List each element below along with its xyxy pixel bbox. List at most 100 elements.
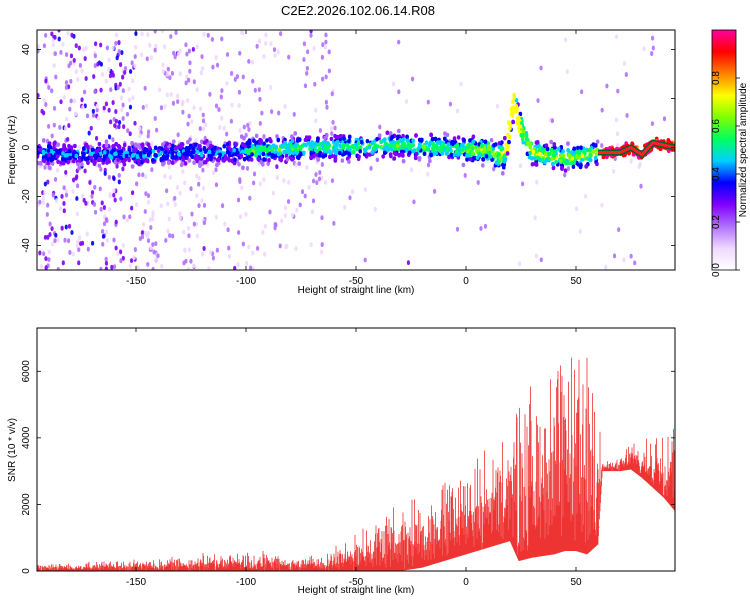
spectrogram-noise-cell bbox=[269, 85, 273, 90]
spectrogram-ridge-cell bbox=[38, 147, 42, 152]
spectrogram-noise-cell bbox=[309, 32, 313, 38]
spectrogram-noise-cell bbox=[233, 265, 237, 270]
spectrogram-noise-cell bbox=[614, 34, 619, 40]
spectrogram-noise-cell bbox=[192, 221, 196, 227]
snr-x-tick-label: 50 bbox=[570, 577, 582, 588]
spectrogram-noise-cell bbox=[197, 181, 201, 187]
spectrogram-noise-cell bbox=[161, 68, 165, 74]
spectrogram-noise-cell bbox=[622, 61, 626, 66]
spectrogram-noise-cell bbox=[141, 105, 145, 110]
spectrogram-ridge-cell bbox=[577, 155, 582, 160]
spectrogram-noise-cell bbox=[56, 266, 60, 270]
spectrogram-ridge-cell bbox=[42, 158, 47, 163]
spectrogram-noise-cell bbox=[64, 189, 69, 195]
spectrogram-ridge-cell bbox=[543, 151, 548, 157]
spectrogram-noise-cell bbox=[565, 69, 569, 75]
spectrogram-noise-cell bbox=[143, 209, 147, 214]
spectrogram-ridge-cell bbox=[580, 153, 585, 159]
spectrogram-ridge-cell bbox=[459, 143, 464, 149]
spectrogram-noise-cell bbox=[58, 124, 62, 130]
spectrogram-ridge-cell bbox=[382, 146, 386, 151]
spectrogram-ridge-cell bbox=[290, 156, 294, 161]
spectrogram-ridge-cell bbox=[565, 160, 570, 166]
spectrogram-noise-cell bbox=[650, 35, 655, 41]
spectrogram-ridge-cell bbox=[358, 145, 363, 150]
spectrogram-noise-cell bbox=[550, 118, 554, 124]
spectrogram-noise-cell bbox=[155, 127, 159, 133]
spectrogram-ridge-cell bbox=[442, 146, 447, 152]
spectrogram-ridge-cell bbox=[83, 156, 88, 162]
spectrogram-ridge-cell bbox=[359, 140, 364, 145]
spectrogram-noise-cell bbox=[662, 116, 667, 122]
spectrogram-noise-cell bbox=[200, 66, 205, 72]
spectrogram-noise-cell bbox=[115, 55, 119, 61]
spectrogram-noise-cell bbox=[183, 247, 187, 253]
spectrogram-noise-cell bbox=[253, 87, 257, 93]
spectrogram-noise-cell bbox=[369, 165, 373, 171]
spectrogram-noise-cell bbox=[114, 245, 118, 251]
spectrogram-ridge-cell bbox=[164, 145, 169, 150]
spectrogram-ridge-cell bbox=[140, 143, 145, 149]
spectrogram-noise-cell bbox=[62, 208, 66, 214]
spectrogram-noise-cell bbox=[261, 229, 265, 235]
spectrogram-noise-cell bbox=[123, 70, 127, 75]
spectrogram-noise-cell bbox=[82, 89, 87, 95]
spectrogram-ridge-cell bbox=[595, 147, 599, 153]
spectrogram-noise-cell bbox=[93, 53, 97, 59]
spectrogram-noise-cell bbox=[123, 66, 128, 71]
spectrogram-noise-cell bbox=[79, 241, 83, 247]
spectrogram-ridge-cell bbox=[455, 142, 460, 148]
spectrogram-ridge-cell bbox=[191, 145, 195, 151]
spectrogram-noise-cell bbox=[104, 260, 109, 266]
spectrogram-noise-cell bbox=[629, 253, 633, 259]
spectrogram-noise-cell bbox=[47, 249, 51, 255]
spectrogram-ridge-cell bbox=[280, 144, 285, 149]
spectrogram-noise-cell bbox=[112, 237, 116, 243]
spectrogram-noise-cell bbox=[166, 201, 170, 207]
spectrogram-noise-cell bbox=[295, 207, 299, 213]
spectrogram-noise-cell bbox=[320, 215, 324, 221]
spectrogram-noise-cell bbox=[62, 201, 66, 206]
figure-title: C2E2.2026.102.06.14.R08 bbox=[281, 3, 435, 18]
spectrogram-noise-cell bbox=[104, 78, 108, 84]
spectrogram-noise-cell bbox=[110, 264, 114, 270]
spectrogram-ridge-cell bbox=[255, 144, 260, 149]
spectrogram-noise-cell bbox=[64, 80, 69, 85]
spectrogram-ridge-cell bbox=[82, 151, 86, 157]
spectrogram-noise-cell bbox=[233, 76, 237, 82]
spectrogram-noise-cell bbox=[119, 95, 124, 101]
spectrogram-noise-cell bbox=[247, 127, 251, 132]
spectrogram-noise-cell bbox=[220, 36, 224, 42]
spectrogram-noise-cell bbox=[244, 132, 248, 138]
spectrogram-noise-cell bbox=[305, 65, 309, 71]
spectrogram-noise-cell bbox=[186, 77, 191, 83]
spectrogram-noise-cell bbox=[148, 42, 152, 48]
spectrogram-noise-cell bbox=[263, 223, 268, 229]
spectrogram-ridge-cell bbox=[347, 134, 352, 140]
spectrogram-ridge-cell bbox=[89, 155, 94, 160]
spectrogram-noise-cell bbox=[249, 265, 253, 270]
spectrogram-noise-cell bbox=[146, 238, 151, 244]
spectrogram-noise-cell bbox=[600, 143, 604, 148]
spectrogram-noise-cell bbox=[622, 257, 626, 263]
spectrogram-ridge-cell bbox=[512, 105, 516, 111]
spectrogram-noise-cell bbox=[614, 117, 618, 123]
spectrogram-noise-cell bbox=[91, 112, 96, 118]
spectrogram-ridge-cell bbox=[540, 157, 545, 163]
snr-x-tick-label: -50 bbox=[349, 577, 364, 588]
snr-x-axis: -150 -100 -50 0 50 bbox=[126, 328, 582, 588]
spectrogram-noise-cell bbox=[119, 258, 123, 264]
spectrogram-ridge-cell bbox=[468, 138, 472, 143]
spectrogram-noise-cell bbox=[613, 156, 617, 161]
spectrogram-ridge-cell bbox=[392, 156, 397, 161]
spectrogram-ridge-cell bbox=[84, 142, 88, 148]
spectrogram-noise-cell bbox=[192, 79, 196, 85]
spectrogram-noise-cell bbox=[195, 87, 199, 92]
spectrogram-ridge-cell bbox=[55, 154, 60, 159]
spectrogram-noise-cell bbox=[94, 41, 98, 47]
spectrogram-ridge-cell bbox=[571, 164, 576, 169]
spectrogram-noise-cell bbox=[260, 110, 264, 116]
spectrogram-ridge-cell bbox=[62, 143, 66, 148]
spectrogram-ridge-cell bbox=[405, 134, 409, 140]
snr-x-tick-label: 0 bbox=[463, 577, 469, 588]
